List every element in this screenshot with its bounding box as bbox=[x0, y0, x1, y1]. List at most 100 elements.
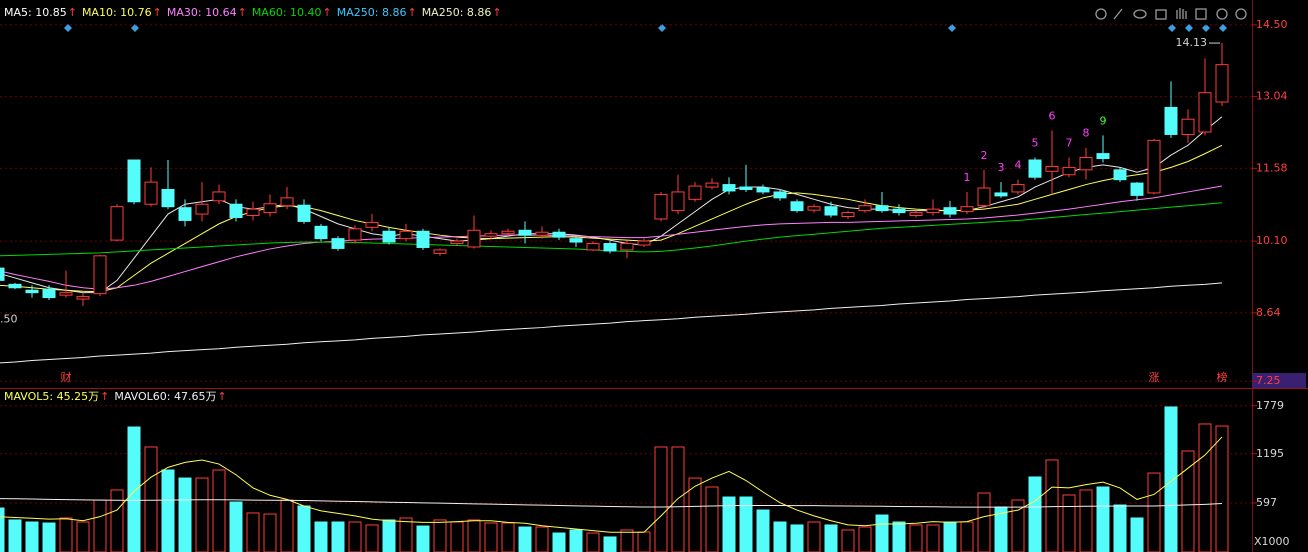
td-label: 1 bbox=[964, 171, 971, 184]
volume-bar bbox=[246, 512, 260, 552]
legend-label: MAVOL60: 47.65万 bbox=[114, 390, 216, 403]
zoom-in-icon[interactable] bbox=[1216, 8, 1228, 20]
candle-body bbox=[1011, 184, 1025, 193]
candle-body bbox=[110, 206, 124, 241]
ma-line bbox=[0, 436, 1223, 533]
volume-bar bbox=[8, 519, 22, 552]
high-marker-label: 14.13 bbox=[1176, 36, 1208, 49]
candle-body bbox=[943, 207, 957, 215]
td-label: 8 bbox=[1083, 127, 1090, 140]
volume-bar bbox=[1215, 425, 1229, 552]
volume-bar bbox=[909, 524, 923, 552]
ma-line bbox=[0, 144, 1223, 293]
candle-body bbox=[773, 191, 787, 199]
candle-body bbox=[756, 187, 770, 193]
unit-label: X1000 bbox=[1254, 535, 1290, 548]
event-label: 榜 bbox=[1217, 370, 1228, 384]
legend-label: MA30: 10.64 bbox=[167, 6, 237, 19]
candle-body bbox=[365, 221, 379, 228]
candle-body bbox=[1062, 166, 1076, 176]
candle-body bbox=[450, 240, 464, 245]
candle-body bbox=[909, 212, 923, 217]
legend-label: MA250: 8.86 bbox=[337, 6, 407, 19]
candle-body bbox=[314, 225, 328, 240]
candle-body bbox=[467, 229, 481, 248]
volume-bar bbox=[688, 477, 702, 552]
td-label: 4 bbox=[1015, 159, 1022, 172]
y-tick-label: 8.64 bbox=[1256, 306, 1281, 319]
low-marker-label: 8.50 bbox=[0, 313, 18, 326]
volume-bar bbox=[552, 532, 566, 552]
candle-body bbox=[637, 240, 651, 246]
candle-body bbox=[161, 188, 175, 208]
candle-body bbox=[926, 208, 940, 214]
volume-bar bbox=[1062, 494, 1076, 552]
legend-label: MAVOL5: 45.25万 bbox=[4, 390, 99, 403]
y-tick-label: 13.04 bbox=[1256, 90, 1288, 103]
candle-body bbox=[8, 283, 22, 289]
volume-bar bbox=[331, 521, 345, 552]
td-label: 3 bbox=[998, 161, 1005, 174]
legend-arrow: ↑ bbox=[492, 6, 501, 19]
volume-bar bbox=[263, 513, 277, 552]
candle-body bbox=[1096, 153, 1110, 160]
hand-icon[interactable] bbox=[1176, 8, 1187, 19]
event-diamond bbox=[1185, 24, 1193, 32]
ma-line bbox=[0, 282, 1223, 364]
volume-bar bbox=[824, 524, 838, 552]
last-tick-box bbox=[1252, 373, 1306, 388]
volume-bar bbox=[960, 521, 974, 552]
candle-body bbox=[552, 231, 566, 238]
volume-bar bbox=[0, 507, 5, 552]
volume-bar bbox=[25, 521, 39, 552]
candle-body bbox=[399, 230, 413, 240]
y-tick-label: 1779 bbox=[1256, 399, 1284, 412]
volume-bar bbox=[926, 524, 940, 552]
y-tick-label: 597 bbox=[1256, 496, 1277, 509]
candle-body bbox=[144, 181, 158, 205]
candle-body bbox=[654, 193, 668, 220]
volume-bar bbox=[297, 505, 311, 552]
zoom-out-icon[interactable] bbox=[1235, 8, 1247, 20]
lock-icon[interactable] bbox=[1195, 8, 1207, 20]
event-diamond bbox=[1219, 24, 1227, 32]
candle-body bbox=[739, 186, 753, 190]
volume-bar bbox=[671, 446, 685, 552]
volume-bar bbox=[382, 519, 396, 552]
td-label: 5 bbox=[1032, 137, 1039, 150]
candle-body bbox=[229, 203, 243, 218]
ma-line bbox=[0, 185, 1223, 290]
event-diamond bbox=[131, 24, 139, 32]
volume-bar bbox=[586, 532, 600, 552]
settings-icon[interactable] bbox=[1095, 8, 1107, 20]
candle-body bbox=[1215, 64, 1229, 103]
candle-body bbox=[722, 184, 736, 192]
volume-bar bbox=[569, 529, 583, 552]
candle-body bbox=[790, 201, 804, 212]
volume-bar bbox=[943, 521, 957, 552]
volume-bar bbox=[1181, 450, 1195, 552]
volume-bar bbox=[807, 521, 821, 552]
volume-bar bbox=[841, 529, 855, 552]
volume-bar bbox=[93, 499, 107, 552]
draw-icon[interactable] bbox=[1113, 8, 1123, 20]
candle-body bbox=[484, 233, 498, 237]
candle-body bbox=[688, 185, 702, 200]
ma-line bbox=[0, 498, 1223, 508]
volume-bar bbox=[399, 517, 413, 552]
volume-bar bbox=[1079, 489, 1093, 552]
volume-bar bbox=[620, 529, 634, 552]
view-icon[interactable] bbox=[1133, 9, 1147, 19]
event-label: 财 bbox=[61, 370, 72, 384]
volume-bar bbox=[1096, 486, 1110, 552]
candle-body bbox=[280, 197, 294, 207]
store-icon[interactable] bbox=[1155, 9, 1167, 20]
volume-bar bbox=[1130, 517, 1144, 552]
candle-body bbox=[1028, 159, 1042, 178]
candle-body bbox=[1113, 169, 1127, 181]
volume-bar bbox=[705, 486, 719, 552]
y-tick-label: 7.25 bbox=[1256, 374, 1281, 387]
candle-body bbox=[1198, 92, 1212, 133]
candle-body bbox=[59, 292, 73, 296]
